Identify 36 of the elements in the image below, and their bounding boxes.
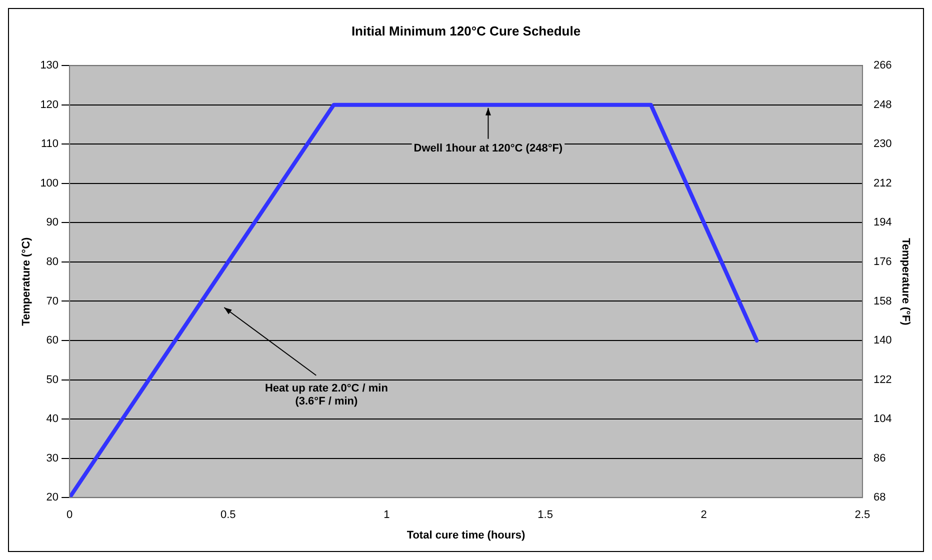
y-tick-label: 30 [46, 452, 59, 464]
x-tick-label: 1.5 [538, 509, 553, 522]
y2-tick-label: 140 [873, 334, 892, 347]
y2-tick-label: 68 [873, 492, 886, 504]
y-tick-label: 70 [46, 295, 59, 308]
x-tick-label: 1 [384, 509, 390, 522]
y-tick-label: 130 [40, 60, 59, 72]
y2-tick-label: 104 [873, 413, 892, 426]
y2-tick-label: 266 [873, 60, 892, 72]
y-tick-label: 100 [40, 177, 59, 190]
x-tick-label: 2.5 [854, 509, 870, 522]
x-axis-title: Total cure time (hours) [406, 529, 526, 542]
y-tick-label: 90 [46, 216, 59, 229]
x-tick-label: 0 [66, 509, 73, 522]
x-tick-label: 2 [700, 509, 707, 522]
annotation: Dwell 1hour at 120°C (248°F) [414, 142, 563, 154]
y-tick-label: 110 [41, 138, 59, 150]
y2-tick-label: 248 [873, 98, 892, 111]
y2-tick-label: 86 [873, 452, 886, 464]
y-tick-label: 60 [46, 334, 59, 347]
y2-tick-label: 230 [873, 138, 892, 150]
y2-tick-label: 158 [873, 295, 892, 308]
y2-tick-label: 176 [873, 256, 892, 268]
y2-axis-title: Temperature (°F) [899, 238, 912, 326]
annotation: Heat up rate 2.0°C / min (3.6°F / min) [264, 382, 388, 408]
y2-tick-label: 122 [873, 374, 892, 386]
x-tick-label: 0.5 [220, 509, 236, 522]
y2-tick-label: 194 [873, 216, 892, 229]
y-tick-label: 20 [46, 492, 59, 504]
y-tick-label: 50 [46, 374, 59, 386]
y2-tick-label: 212 [873, 177, 892, 190]
chart-title: Initial Minimum 120°C Cure Schedule [351, 23, 581, 38]
y-tick-label: 40 [46, 413, 59, 426]
y-tick-label: 80 [46, 256, 59, 268]
y-tick-label: 120 [40, 98, 59, 111]
y-axis-title: Temperature (°C) [20, 236, 33, 326]
